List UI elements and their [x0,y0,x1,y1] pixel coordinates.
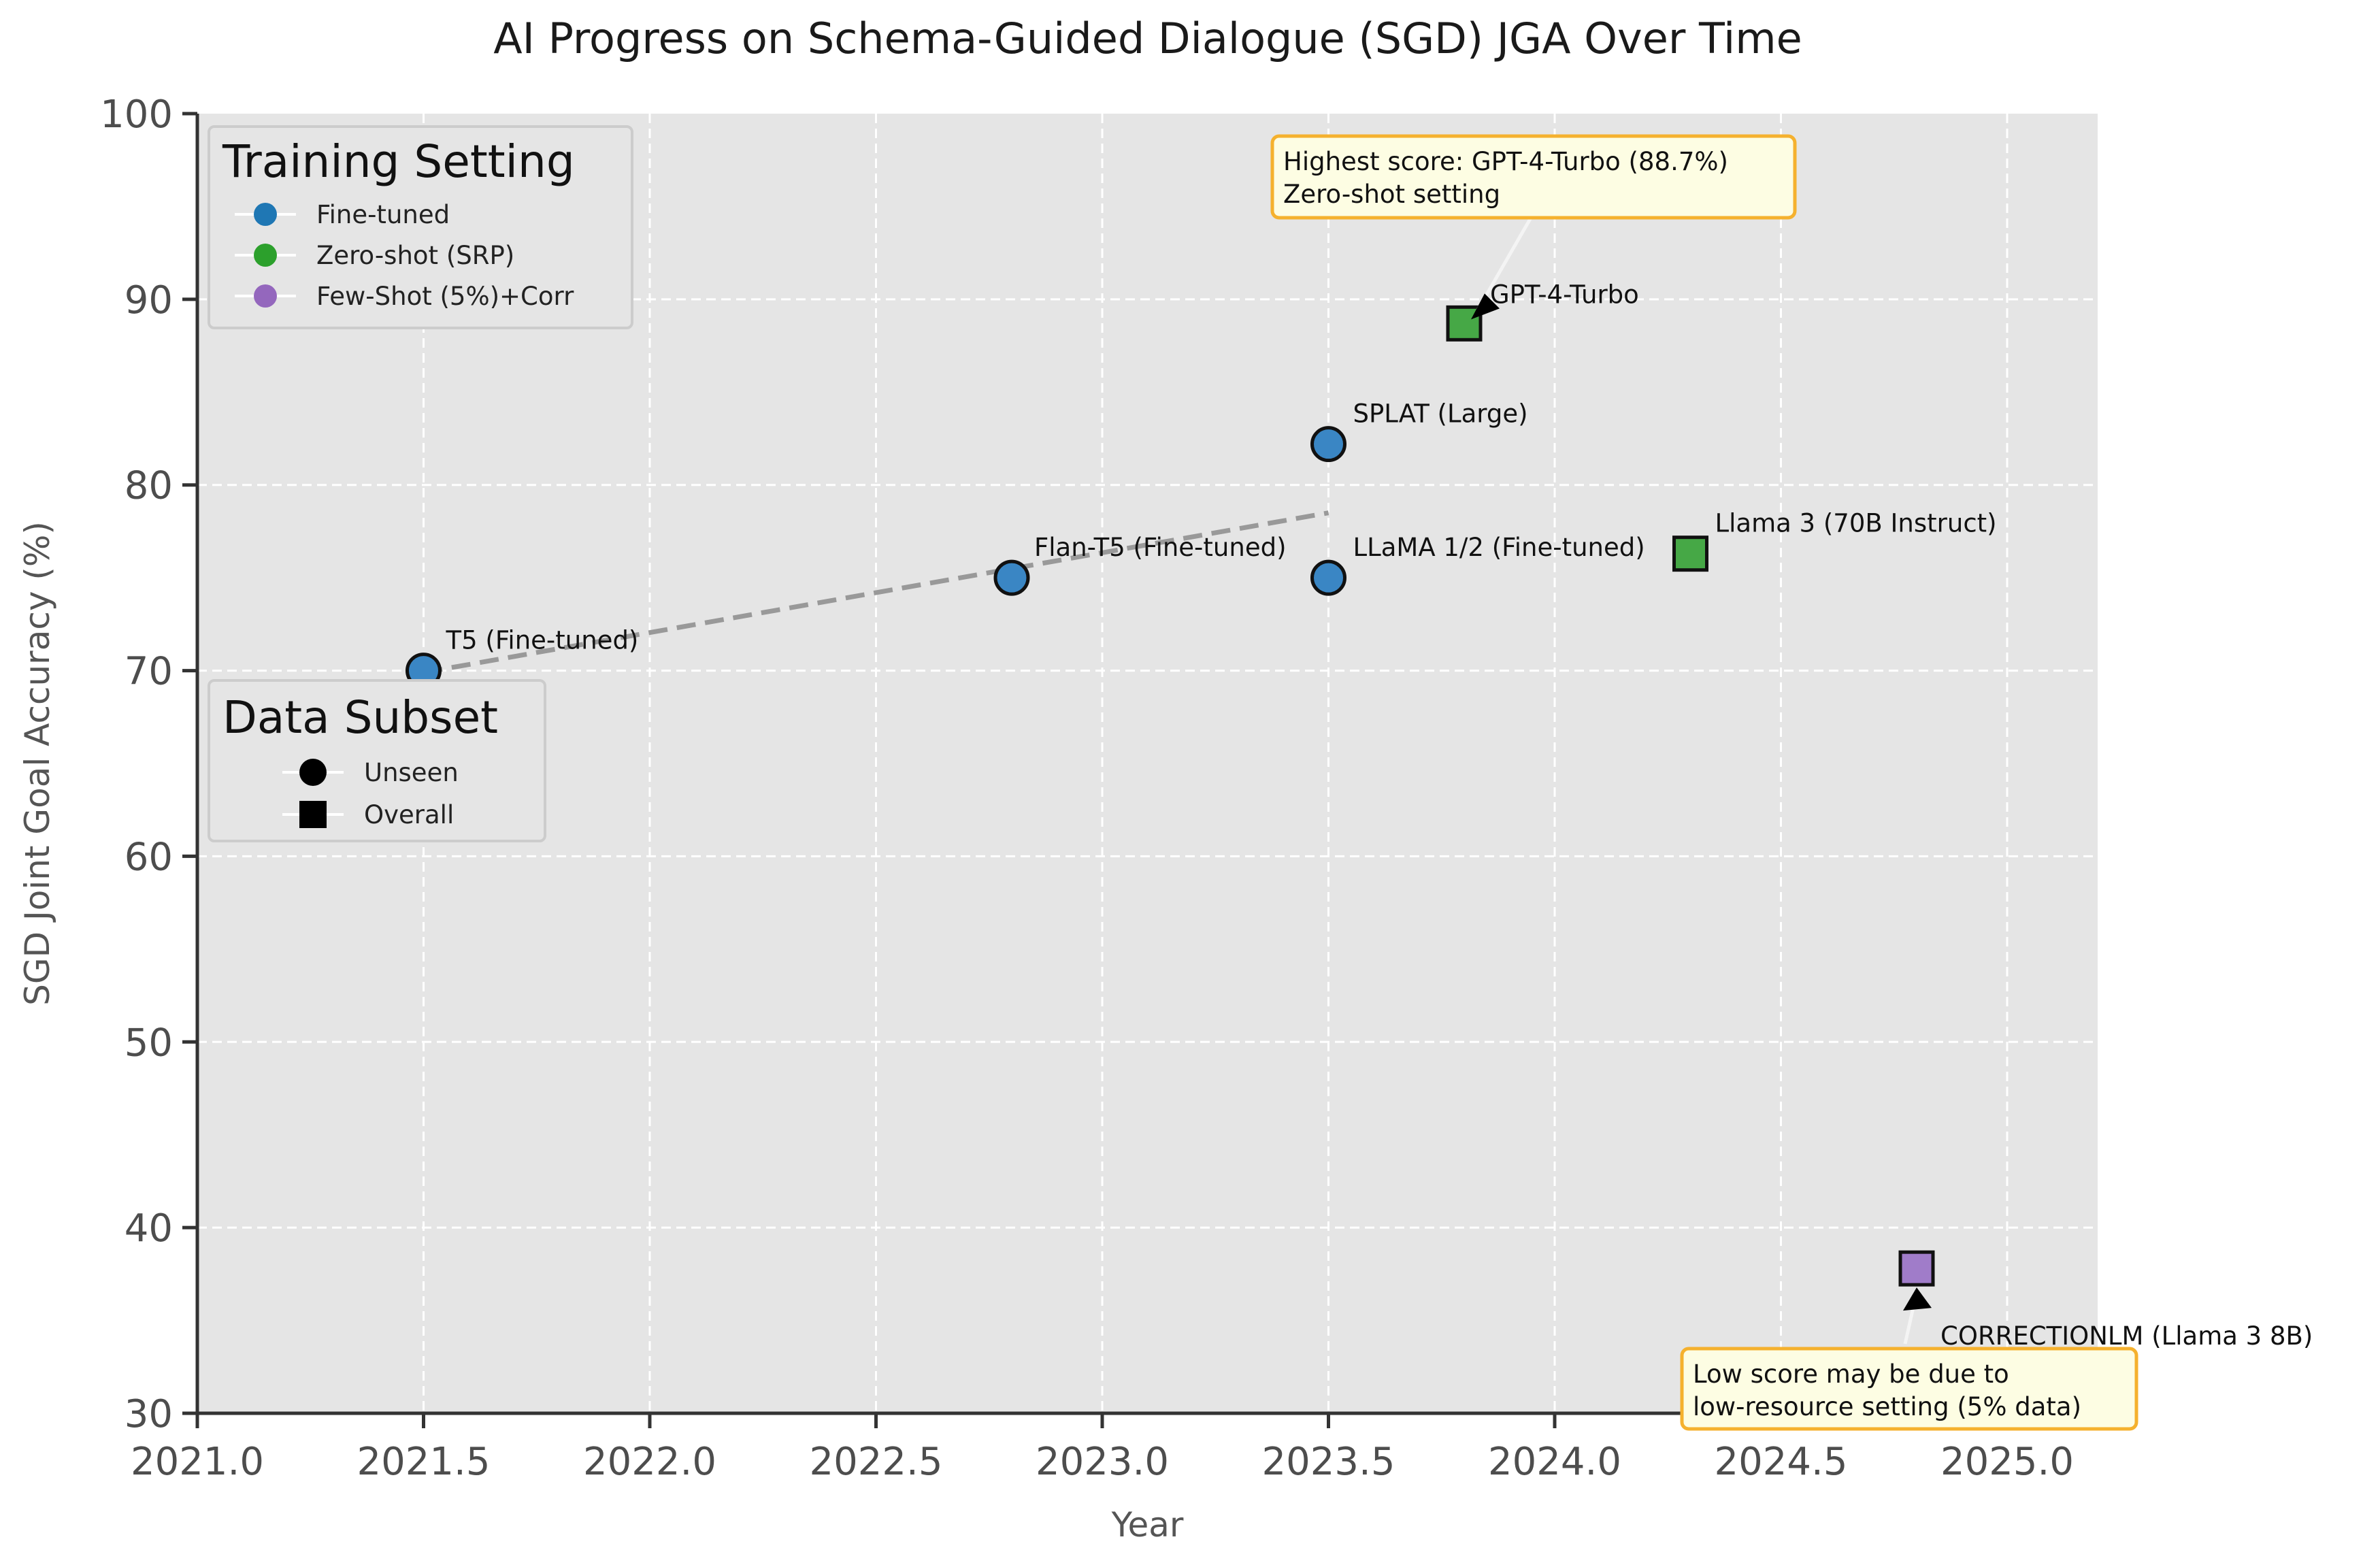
x-tick-label: 2023.0 [1036,1440,1169,1484]
point-label: Llama 3 (70B Instruct) [1715,509,1997,538]
legend-data-subset: Data Subset Unseen Overall [208,679,546,842]
legend-frame [208,679,546,842]
annotation-connector [1476,216,1533,311]
legend-marker [254,203,277,226]
legend-frame [208,125,633,329]
legend-label: Zero-shot (SRP) [316,241,514,270]
legend-title: Training Setting [222,135,575,188]
point-label: GPT-4-Turbo [1490,280,1639,309]
annotation-box [1270,134,1797,220]
y-tick-label: 60 [125,835,173,879]
y-tick-label: 90 [125,278,173,323]
legend-marker [299,801,327,828]
point-labels: T5 (Fine-tuned) Flan-T5 (Fine-tuned) SPLAT… [446,280,2313,1351]
y-tick-label: 70 [125,650,173,694]
annotation-arrowhead [1471,293,1500,320]
annotation-box [1680,1347,2138,1431]
point-marker [1310,559,1346,596]
annotation-text: Low score may be due to [1693,1360,2009,1389]
axes: 2021.0 2021.5 2022.0 2022.5 2023.0 2023.5 2024… [100,93,2098,1484]
point-marker [1310,426,1346,463]
annotation-text: Highest score: GPT-4-Turbo (88.7%) [1283,147,1728,176]
x-tick-label: 2023.5 [1262,1440,1395,1484]
y-axis-label: SGD Joint Goal Accuracy (%) [18,521,57,1006]
x-tick-label: 2022.0 [583,1440,716,1484]
annotation-text: low-resource setting (5% data) [1693,1392,2081,1421]
x-tick-label: 2025.0 [1940,1440,2074,1484]
trend-line-group [423,510,1329,675]
legend-label: Overall [364,800,454,829]
x-tick-label: 2021.5 [357,1440,491,1484]
legend-label: Few-Shot (5%)+Corr [316,282,574,311]
point-label: CORRECTIONLM (Llama 3 8B) [1940,1321,2313,1351]
point-marker [1898,1250,1935,1287]
data-points [406,305,1935,1287]
y-tick-label: 30 [125,1392,173,1436]
annotation-text: Zero-shot setting [1283,180,1500,209]
y-tick-label: 40 [125,1206,173,1251]
legend-label: Fine-tuned [316,200,450,229]
annotation-arrowhead [1903,1287,1932,1311]
legend-marker [299,759,327,786]
legend-marker [254,284,277,308]
point-marker [993,559,1030,596]
legend-training-setting: Training Setting Fine-tuned Zero-shot (SRP… [208,125,633,329]
legend-label: Unseen [364,758,459,787]
x-tick-label: 2024.5 [1715,1440,1848,1484]
chart-title: AI Progress on Schema-Guided Dialogue (S… [493,14,1802,63]
point-label: T5 (Fine-tuned) [446,626,639,655]
y-tick-label: 100 [100,93,173,137]
trend-line [423,510,1329,675]
x-tick-label: 2024.0 [1488,1440,1621,1484]
point-label: SPLAT (Large) [1353,399,1528,429]
y-tick-label: 50 [125,1021,173,1065]
point-label: LLaMA 1/2 (Fine-tuned) [1353,533,1645,562]
point-label: Flan-T5 (Fine-tuned) [1034,533,1287,562]
point-marker [1672,536,1708,572]
x-tick-label: 2022.5 [810,1440,943,1484]
y-tick-label: 80 [125,464,173,508]
annotations: Highest score: GPT-4-Turbo (88.7%) Zero-s… [1270,134,2138,1431]
legend-title: Data Subset [222,691,498,744]
x-axis-label: Year [1111,1505,1184,1545]
legend-marker [254,244,277,267]
x-tick-label: 2021.0 [131,1440,264,1484]
